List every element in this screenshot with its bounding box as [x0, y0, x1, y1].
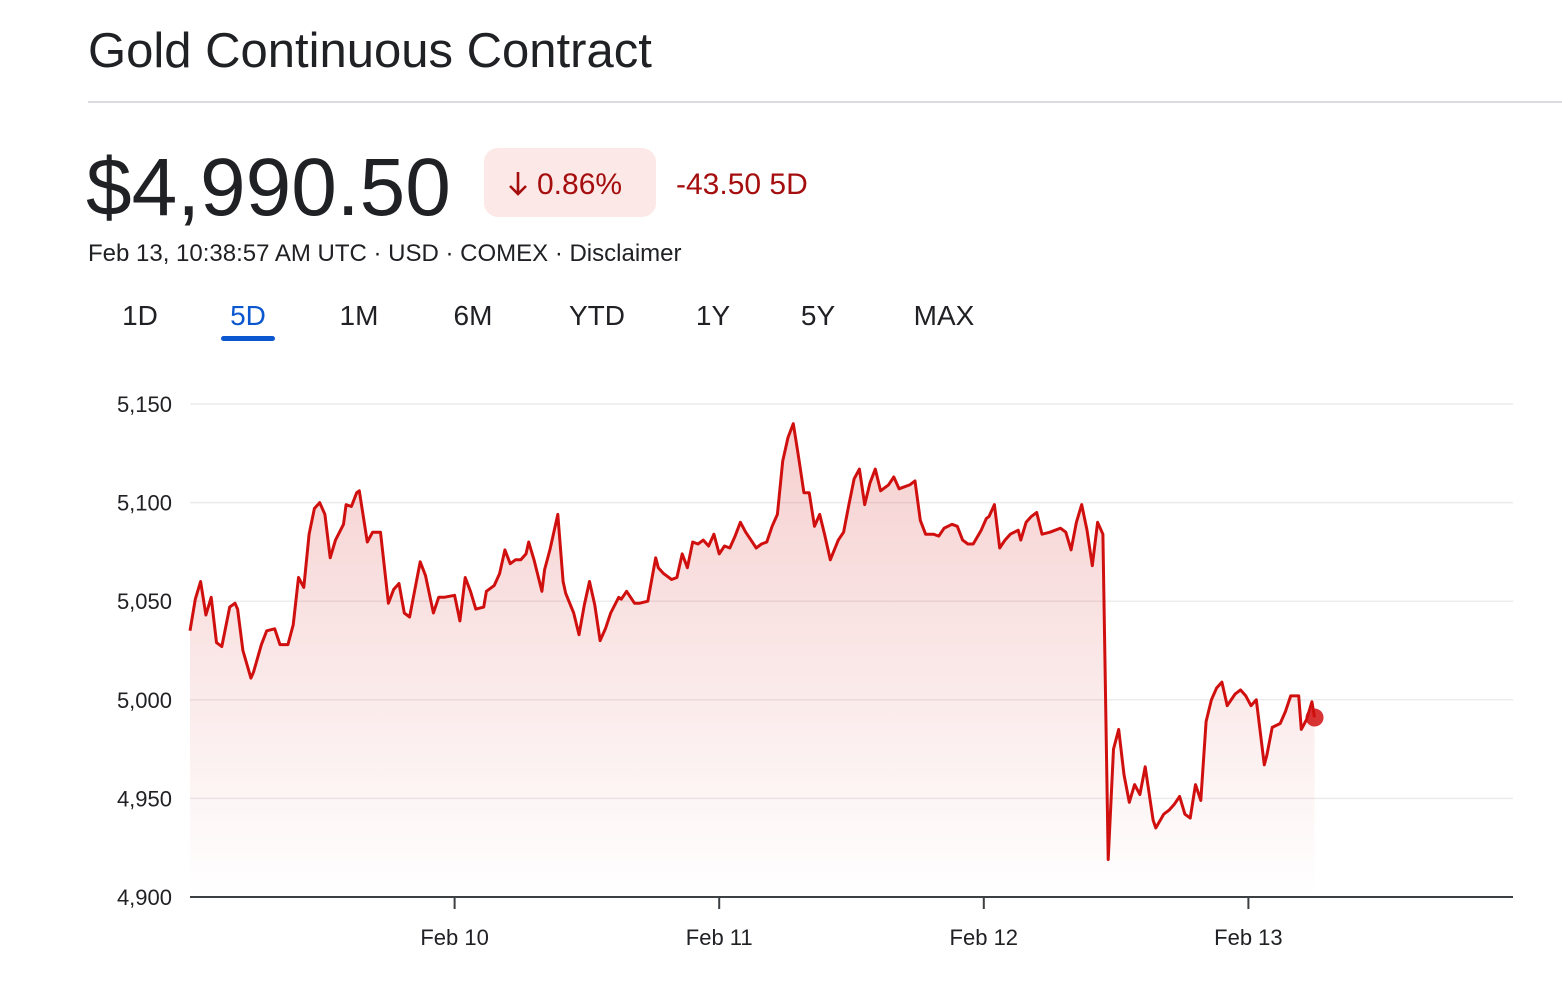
price: $4,990.50 [86, 142, 451, 233]
x-tick-label: Feb 10 [420, 925, 489, 950]
range-tabs: 1D 5D 1M 6M YTD 1Y 5Y MAX [122, 300, 975, 341]
down-arrow-icon [509, 172, 527, 196]
y-tick-label: 4,900 [117, 885, 172, 910]
range-tab[interactable]: MAX [914, 300, 975, 331]
y-tick-label: 5,000 [117, 688, 172, 713]
tab-underline [221, 336, 275, 341]
price-chart: 4,900 4,950 5,000 5,050 5,100 5,150 Feb 10 Feb … [117, 392, 1513, 950]
x-tick-label: Feb 11 [686, 925, 753, 950]
price-area [190, 423, 1315, 897]
price-line [188, 422, 1316, 861]
quote-meta: Feb 13, 10:38:57 AM UTC · USD · COMEX · … [88, 240, 681, 267]
x-tick-label: Feb 12 [950, 925, 1019, 950]
range-tab[interactable]: 5Y [801, 300, 836, 331]
range-tab[interactable]: 5D [230, 300, 266, 331]
range-tab[interactable]: YTD [569, 300, 625, 331]
change-amount: -43.50 5D [676, 168, 808, 201]
page-title: Gold Continuous Contract [88, 24, 652, 78]
y-tick-label: 5,100 [117, 491, 172, 516]
range-tab[interactable]: 1M [340, 300, 379, 331]
range-tab[interactable]: 1D [122, 300, 158, 331]
y-tick-label: 5,050 [117, 589, 172, 614]
range-tab[interactable]: 6M [454, 300, 493, 331]
y-tick-label: 5,150 [117, 392, 172, 417]
change-percent: 0.86% [537, 168, 622, 201]
range-tab[interactable]: 1Y [696, 300, 731, 331]
change-badge [484, 148, 656, 217]
x-tick-label: Feb 13 [1214, 925, 1283, 950]
current-price-dot [1305, 708, 1324, 727]
y-tick-label: 4,950 [117, 786, 172, 811]
